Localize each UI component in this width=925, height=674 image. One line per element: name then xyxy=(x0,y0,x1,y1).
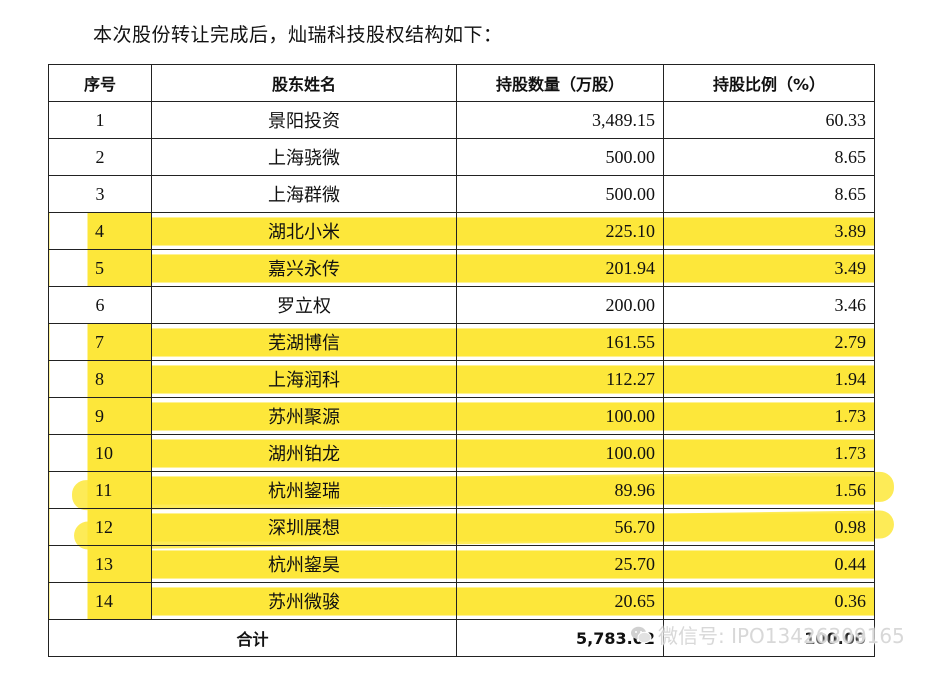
watermark: 微信号: IPO13426309165 xyxy=(630,620,905,649)
row-ratio: 0.44 xyxy=(663,545,875,583)
row-shareholder-name: 杭州鋆昊 xyxy=(151,545,457,583)
row-seq: 1 xyxy=(48,101,152,139)
table-row: 13 杭州鋆昊 25.70 0.44 xyxy=(48,545,875,583)
row-shares: 100.00 xyxy=(456,397,664,435)
row-shareholder-name: 苏州聚源 xyxy=(151,397,457,435)
row-shares: 225.10 xyxy=(456,212,664,250)
row-shareholder-name: 上海骁微 xyxy=(151,138,457,176)
table-row: 10 湖州铂龙 100.00 1.73 xyxy=(48,434,875,472)
row-seq: 12 xyxy=(48,508,152,546)
row-ratio: 3.46 xyxy=(663,286,875,324)
row-seq: 13 xyxy=(48,545,152,583)
row-shares: 500.00 xyxy=(456,175,664,213)
row-shares: 161.55 xyxy=(456,323,664,361)
row-shares: 25.70 xyxy=(456,545,664,583)
row-seq: 4 xyxy=(48,212,152,250)
header-seq: 序号 xyxy=(48,64,152,102)
row-ratio: 0.36 xyxy=(663,582,875,620)
total-ratio: 100.00 xyxy=(663,619,875,657)
table-row: 9 苏州聚源 100.00 1.73 xyxy=(48,397,875,435)
row-seq: 8 xyxy=(48,360,152,398)
row-ratio: 1.94 xyxy=(663,360,875,398)
row-ratio: 0.98 xyxy=(663,508,875,546)
table-row: 3 上海群微 500.00 8.65 xyxy=(48,175,875,213)
row-shares: 112.27 xyxy=(456,360,664,398)
row-shares: 200.00 xyxy=(456,286,664,324)
row-shareholder-name: 罗立权 xyxy=(151,286,457,324)
table-row: 11 杭州鋆瑞 89.96 1.56 xyxy=(48,471,875,509)
row-ratio: 3.49 xyxy=(663,249,875,287)
row-shareholder-name: 上海润科 xyxy=(151,360,457,398)
row-ratio: 1.73 xyxy=(663,397,875,435)
row-shareholder-name: 杭州鋆瑞 xyxy=(151,471,457,509)
row-seq: 6 xyxy=(48,286,152,324)
row-seq: 3 xyxy=(48,175,152,213)
row-shareholder-name: 深圳展想 xyxy=(151,508,457,546)
row-shares: 201.94 xyxy=(456,249,664,287)
row-shareholder-name: 上海群微 xyxy=(151,175,457,213)
row-ratio: 3.89 xyxy=(663,212,875,250)
row-ratio: 1.73 xyxy=(663,434,875,472)
table-row: 1 景阳投资 3,489.15 60.33 xyxy=(48,101,875,139)
row-seq: 7 xyxy=(48,323,152,361)
row-seq: 2 xyxy=(48,138,152,176)
row-shares: 89.96 xyxy=(456,471,664,509)
row-ratio: 1.56 xyxy=(663,471,875,509)
row-seq: 10 xyxy=(48,434,152,472)
row-shareholder-name: 嘉兴永传 xyxy=(151,249,457,287)
header-name: 股东姓名 xyxy=(151,64,457,102)
row-shares: 20.65 xyxy=(456,582,664,620)
shareholding-table: 序号 股东姓名 持股数量（万股） 持股比例（%） 1 景阳投资 3,489.15 60… xyxy=(48,64,875,657)
header-shares: 持股数量（万股） xyxy=(456,64,664,102)
row-seq: 14 xyxy=(48,582,152,620)
intro-text: 本次股份转让完成后，灿瑞科技股权结构如下： xyxy=(93,25,503,46)
row-seq: 5 xyxy=(48,249,152,287)
watermark-text: 微信号: IPO13426309165 xyxy=(658,624,905,648)
table-row: 5 嘉兴永传 201.94 3.49 xyxy=(48,249,875,287)
table-row: 12 深圳展想 56.70 0.98 xyxy=(48,508,875,546)
row-shares: 3,489.15 xyxy=(456,101,664,139)
row-shares: 100.00 xyxy=(456,434,664,472)
header-ratio: 持股比例（%） xyxy=(663,64,875,102)
row-ratio: 2.79 xyxy=(663,323,875,361)
row-seq: 9 xyxy=(48,397,152,435)
table-row: 7 芜湖博信 161.55 2.79 xyxy=(48,323,875,361)
row-ratio: 8.65 xyxy=(663,138,875,176)
wechat-icon xyxy=(631,626,652,643)
row-shareholder-name: 芜湖博信 xyxy=(151,323,457,361)
table-row: 6 罗立权 200.00 3.46 xyxy=(48,286,875,324)
row-shares: 500.00 xyxy=(456,138,664,176)
row-seq: 11 xyxy=(48,471,152,509)
row-ratio: 8.65 xyxy=(663,175,875,213)
table-row: 8 上海润科 112.27 1.94 xyxy=(48,360,875,398)
table-row: 4 湖北小米 225.10 3.89 xyxy=(48,212,875,250)
table-row: 2 上海骁微 500.00 8.65 xyxy=(48,138,875,176)
row-ratio: 60.33 xyxy=(663,101,875,139)
row-shareholder-name: 湖北小米 xyxy=(151,212,457,250)
row-shares: 56.70 xyxy=(456,508,664,546)
row-shareholder-name: 苏州微骏 xyxy=(151,582,457,620)
table-row: 14 苏州微骏 20.65 0.36 xyxy=(48,582,875,620)
row-shareholder-name: 湖州铂龙 xyxy=(151,434,457,472)
row-shareholder-name: 景阳投资 xyxy=(151,101,457,139)
table-header-row: 序号 股东姓名 持股数量（万股） 持股比例（%） xyxy=(48,64,875,102)
total-label: 合计 xyxy=(48,619,457,657)
